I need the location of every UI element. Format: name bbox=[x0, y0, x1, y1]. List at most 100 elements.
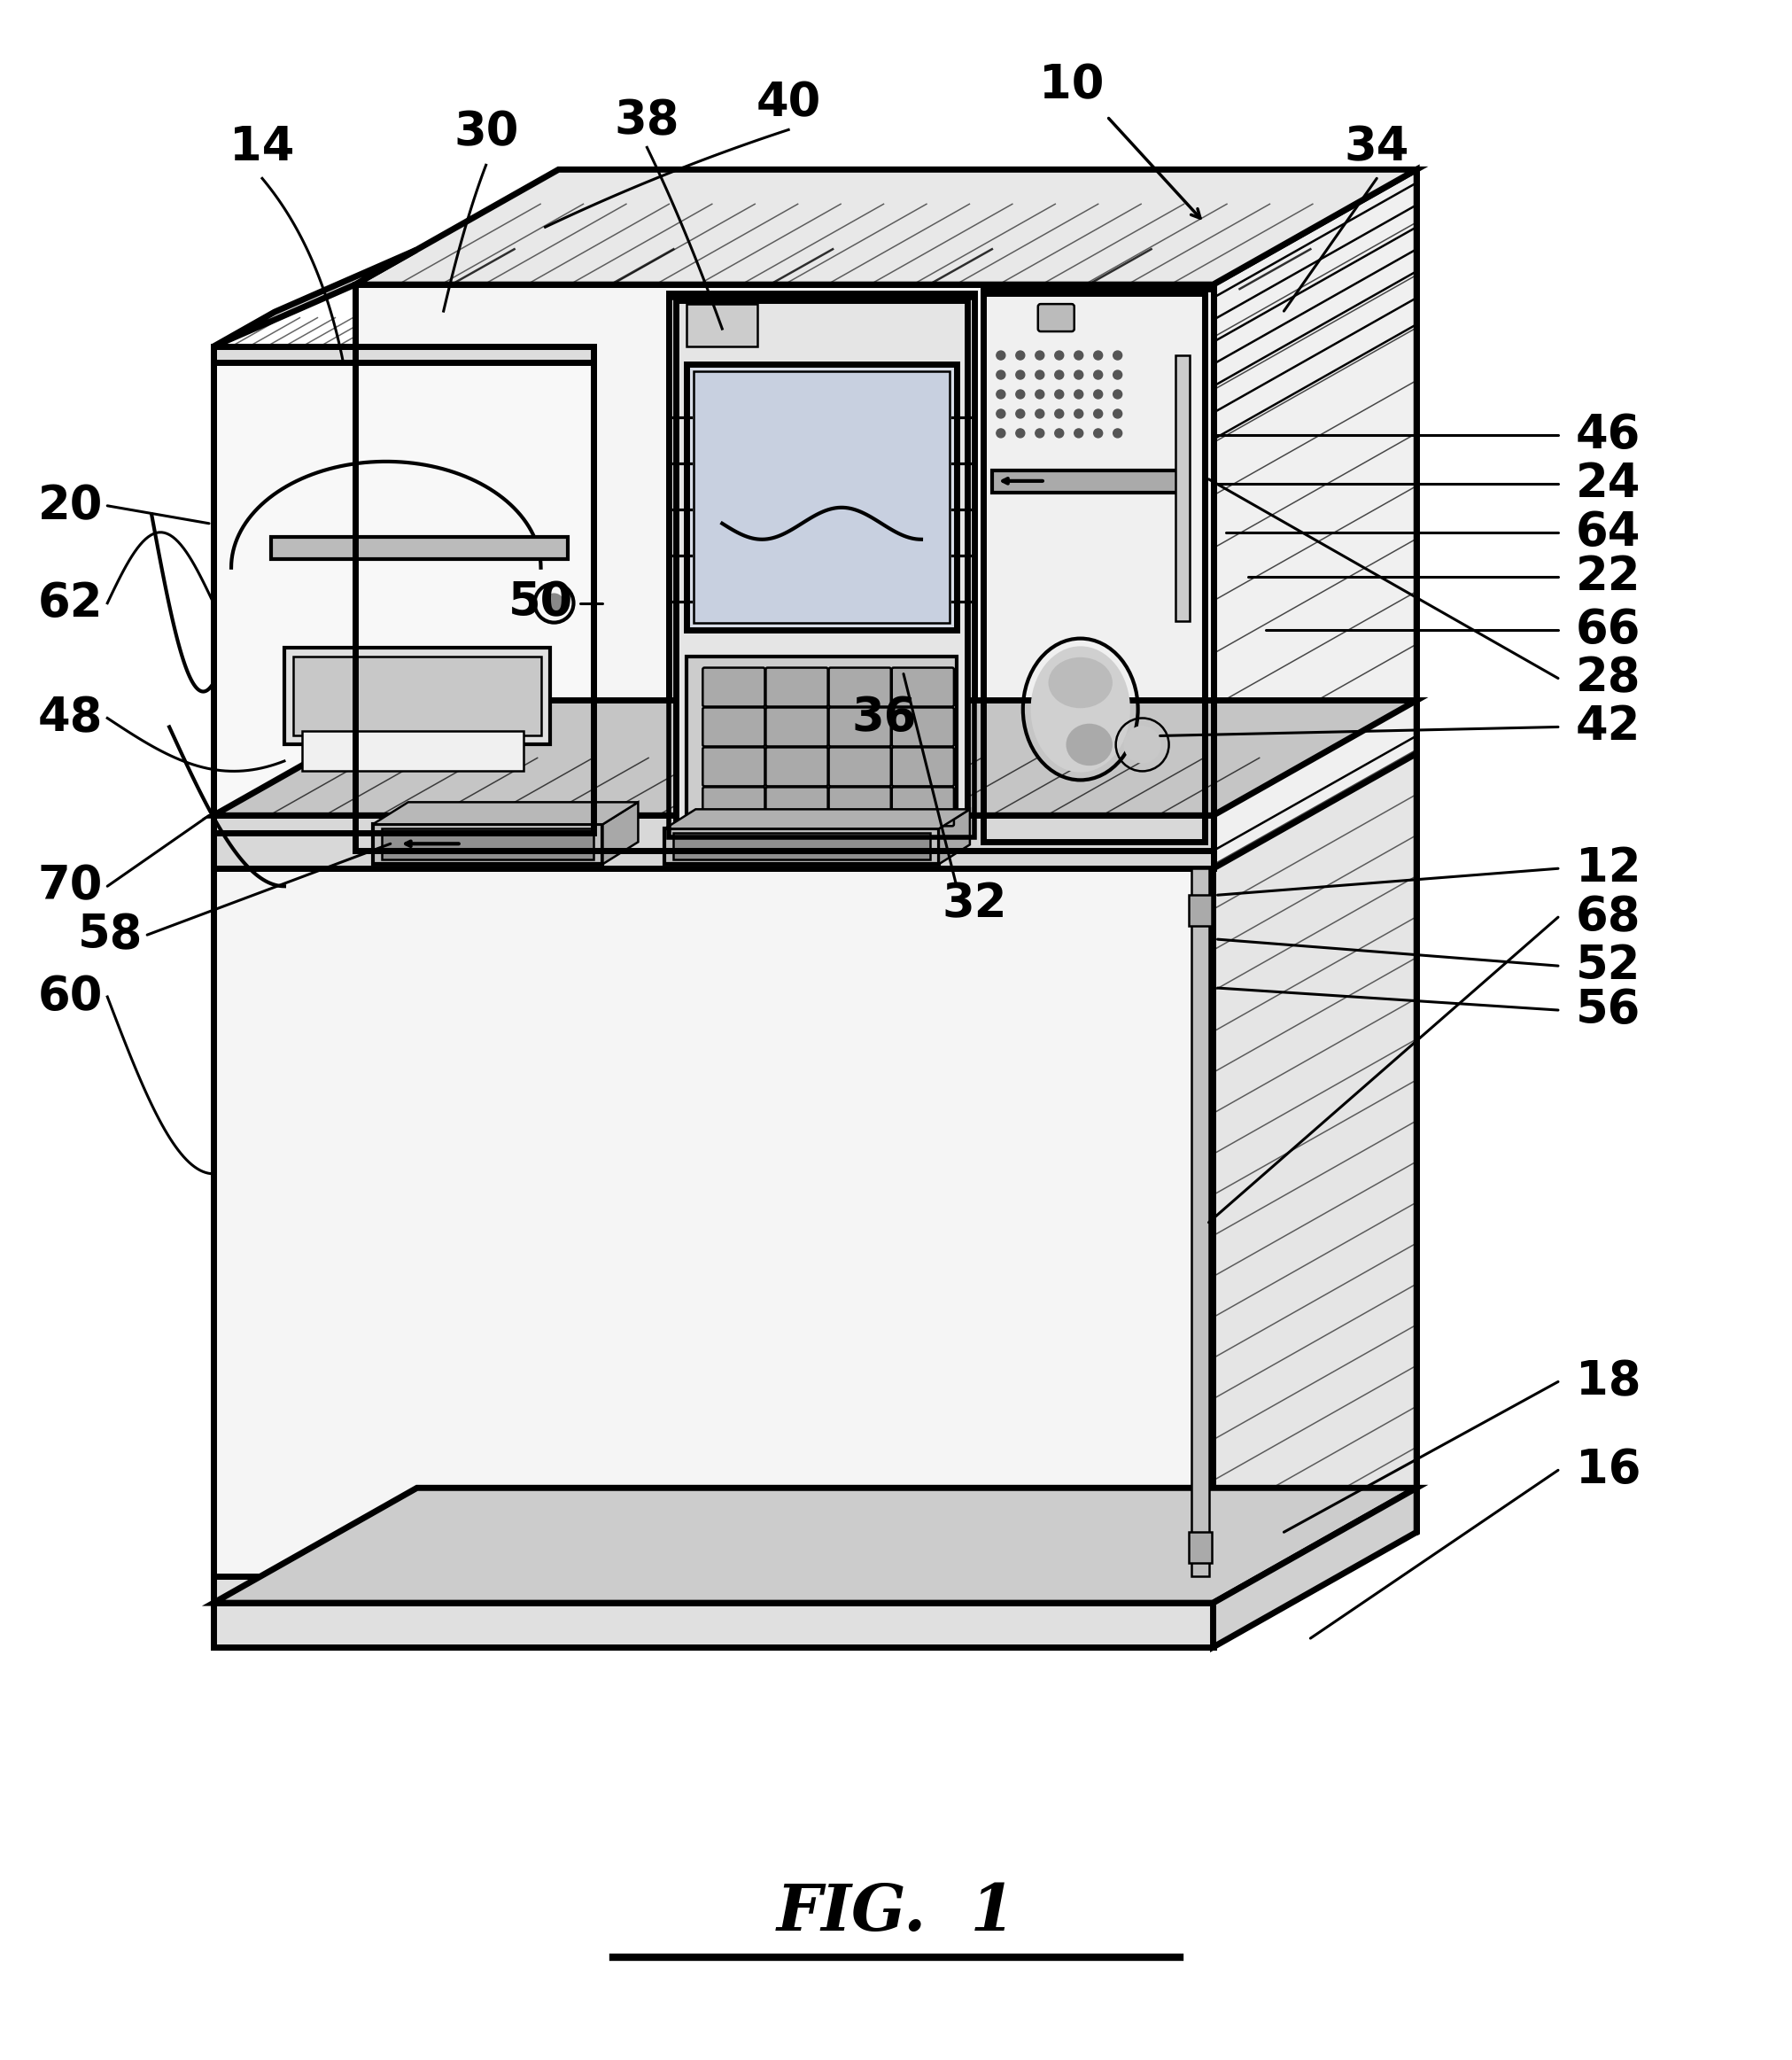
Circle shape bbox=[545, 593, 563, 612]
Circle shape bbox=[1016, 389, 1025, 400]
Text: 28: 28 bbox=[1575, 655, 1640, 700]
Polygon shape bbox=[1213, 169, 1416, 1603]
FancyBboxPatch shape bbox=[828, 707, 891, 746]
Ellipse shape bbox=[1048, 659, 1111, 707]
Polygon shape bbox=[991, 470, 1186, 492]
Polygon shape bbox=[213, 1487, 1416, 1603]
FancyBboxPatch shape bbox=[702, 787, 765, 826]
Circle shape bbox=[1016, 371, 1025, 379]
Circle shape bbox=[1073, 371, 1082, 379]
Polygon shape bbox=[373, 824, 602, 863]
Text: 56: 56 bbox=[1575, 987, 1640, 1034]
Polygon shape bbox=[1213, 1487, 1416, 1648]
Ellipse shape bbox=[1030, 647, 1129, 770]
Text: 60: 60 bbox=[38, 974, 102, 1020]
Polygon shape bbox=[1188, 894, 1211, 927]
Text: 34: 34 bbox=[1344, 124, 1409, 171]
Polygon shape bbox=[213, 816, 1213, 869]
Circle shape bbox=[996, 350, 1005, 360]
Circle shape bbox=[1113, 389, 1122, 400]
Text: 66: 66 bbox=[1575, 606, 1640, 653]
Polygon shape bbox=[213, 249, 416, 346]
Polygon shape bbox=[213, 346, 593, 363]
Polygon shape bbox=[668, 293, 973, 843]
Circle shape bbox=[1016, 350, 1025, 360]
FancyBboxPatch shape bbox=[891, 748, 953, 787]
Polygon shape bbox=[213, 869, 1213, 1603]
Text: 46: 46 bbox=[1575, 412, 1640, 457]
Polygon shape bbox=[213, 1576, 1213, 1603]
Text: FIG.  1: FIG. 1 bbox=[776, 1881, 1016, 1945]
Circle shape bbox=[1093, 428, 1102, 437]
Text: 36: 36 bbox=[851, 694, 916, 742]
FancyBboxPatch shape bbox=[891, 667, 953, 707]
Circle shape bbox=[1054, 350, 1063, 360]
Text: 40: 40 bbox=[756, 80, 821, 126]
FancyBboxPatch shape bbox=[828, 748, 891, 787]
FancyBboxPatch shape bbox=[765, 748, 828, 787]
Polygon shape bbox=[674, 832, 930, 859]
Circle shape bbox=[1113, 410, 1122, 418]
FancyBboxPatch shape bbox=[765, 667, 828, 707]
Circle shape bbox=[1073, 410, 1082, 418]
Circle shape bbox=[1113, 428, 1122, 437]
Text: 42: 42 bbox=[1575, 705, 1640, 750]
Circle shape bbox=[1093, 371, 1102, 379]
Text: 48: 48 bbox=[38, 694, 102, 742]
Polygon shape bbox=[1188, 1533, 1211, 1564]
Circle shape bbox=[1016, 428, 1025, 437]
Polygon shape bbox=[1174, 354, 1188, 620]
Text: 58: 58 bbox=[77, 913, 143, 958]
FancyBboxPatch shape bbox=[891, 707, 953, 746]
FancyBboxPatch shape bbox=[1038, 305, 1073, 332]
Text: 68: 68 bbox=[1575, 894, 1640, 939]
Circle shape bbox=[996, 389, 1005, 400]
Polygon shape bbox=[686, 305, 758, 346]
Circle shape bbox=[1054, 389, 1063, 400]
Text: 50: 50 bbox=[509, 581, 573, 626]
Polygon shape bbox=[939, 810, 969, 863]
Text: 16: 16 bbox=[1575, 1448, 1640, 1494]
Text: 18: 18 bbox=[1575, 1360, 1640, 1405]
Polygon shape bbox=[686, 657, 957, 824]
Circle shape bbox=[1034, 371, 1043, 379]
FancyBboxPatch shape bbox=[702, 748, 765, 787]
Polygon shape bbox=[1190, 869, 1208, 1576]
Polygon shape bbox=[294, 657, 541, 735]
Polygon shape bbox=[285, 647, 550, 744]
Circle shape bbox=[1034, 428, 1043, 437]
Polygon shape bbox=[382, 828, 593, 859]
Circle shape bbox=[1034, 350, 1043, 360]
Circle shape bbox=[1093, 410, 1102, 418]
Polygon shape bbox=[213, 700, 1416, 816]
Circle shape bbox=[1054, 371, 1063, 379]
Text: 10: 10 bbox=[1039, 62, 1104, 109]
Text: 32: 32 bbox=[941, 882, 1007, 927]
FancyBboxPatch shape bbox=[702, 667, 765, 707]
Text: 24: 24 bbox=[1575, 461, 1640, 507]
Polygon shape bbox=[213, 346, 593, 832]
Polygon shape bbox=[271, 538, 566, 558]
Text: 70: 70 bbox=[38, 863, 102, 908]
Circle shape bbox=[1054, 410, 1063, 418]
Circle shape bbox=[1093, 350, 1102, 360]
FancyBboxPatch shape bbox=[765, 707, 828, 746]
Text: 62: 62 bbox=[38, 581, 102, 626]
Circle shape bbox=[1034, 410, 1043, 418]
Circle shape bbox=[1016, 410, 1025, 418]
Polygon shape bbox=[982, 288, 1213, 847]
Text: 14: 14 bbox=[229, 124, 294, 171]
FancyBboxPatch shape bbox=[702, 707, 765, 746]
Circle shape bbox=[1054, 428, 1063, 437]
Polygon shape bbox=[676, 301, 966, 834]
Circle shape bbox=[996, 410, 1005, 418]
Text: 52: 52 bbox=[1575, 943, 1640, 989]
Text: 12: 12 bbox=[1575, 845, 1640, 892]
Polygon shape bbox=[1213, 754, 1416, 1603]
Circle shape bbox=[1113, 350, 1122, 360]
Circle shape bbox=[1113, 371, 1122, 379]
Polygon shape bbox=[665, 828, 939, 863]
Circle shape bbox=[1073, 389, 1082, 400]
Text: 22: 22 bbox=[1575, 554, 1640, 599]
Text: 20: 20 bbox=[38, 482, 102, 529]
